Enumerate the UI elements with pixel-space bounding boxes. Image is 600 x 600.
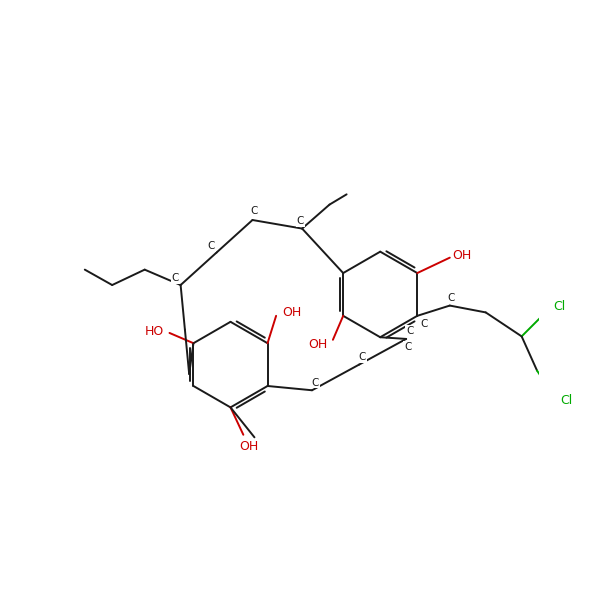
Text: Cl: Cl xyxy=(553,300,565,313)
Text: C: C xyxy=(359,352,366,362)
Text: OH: OH xyxy=(452,250,472,262)
Text: HO: HO xyxy=(145,325,164,338)
Text: C: C xyxy=(208,241,215,251)
Text: C: C xyxy=(421,319,428,329)
Text: OH: OH xyxy=(282,306,301,319)
Text: C: C xyxy=(448,293,455,303)
Text: C: C xyxy=(404,341,412,352)
Text: C: C xyxy=(251,206,258,217)
Text: C: C xyxy=(297,216,304,226)
Text: Cl: Cl xyxy=(560,394,572,407)
Text: C: C xyxy=(312,377,319,388)
Text: OH: OH xyxy=(308,338,327,352)
Text: C: C xyxy=(172,273,179,283)
Text: OH: OH xyxy=(239,440,258,453)
Text: C: C xyxy=(406,326,413,336)
